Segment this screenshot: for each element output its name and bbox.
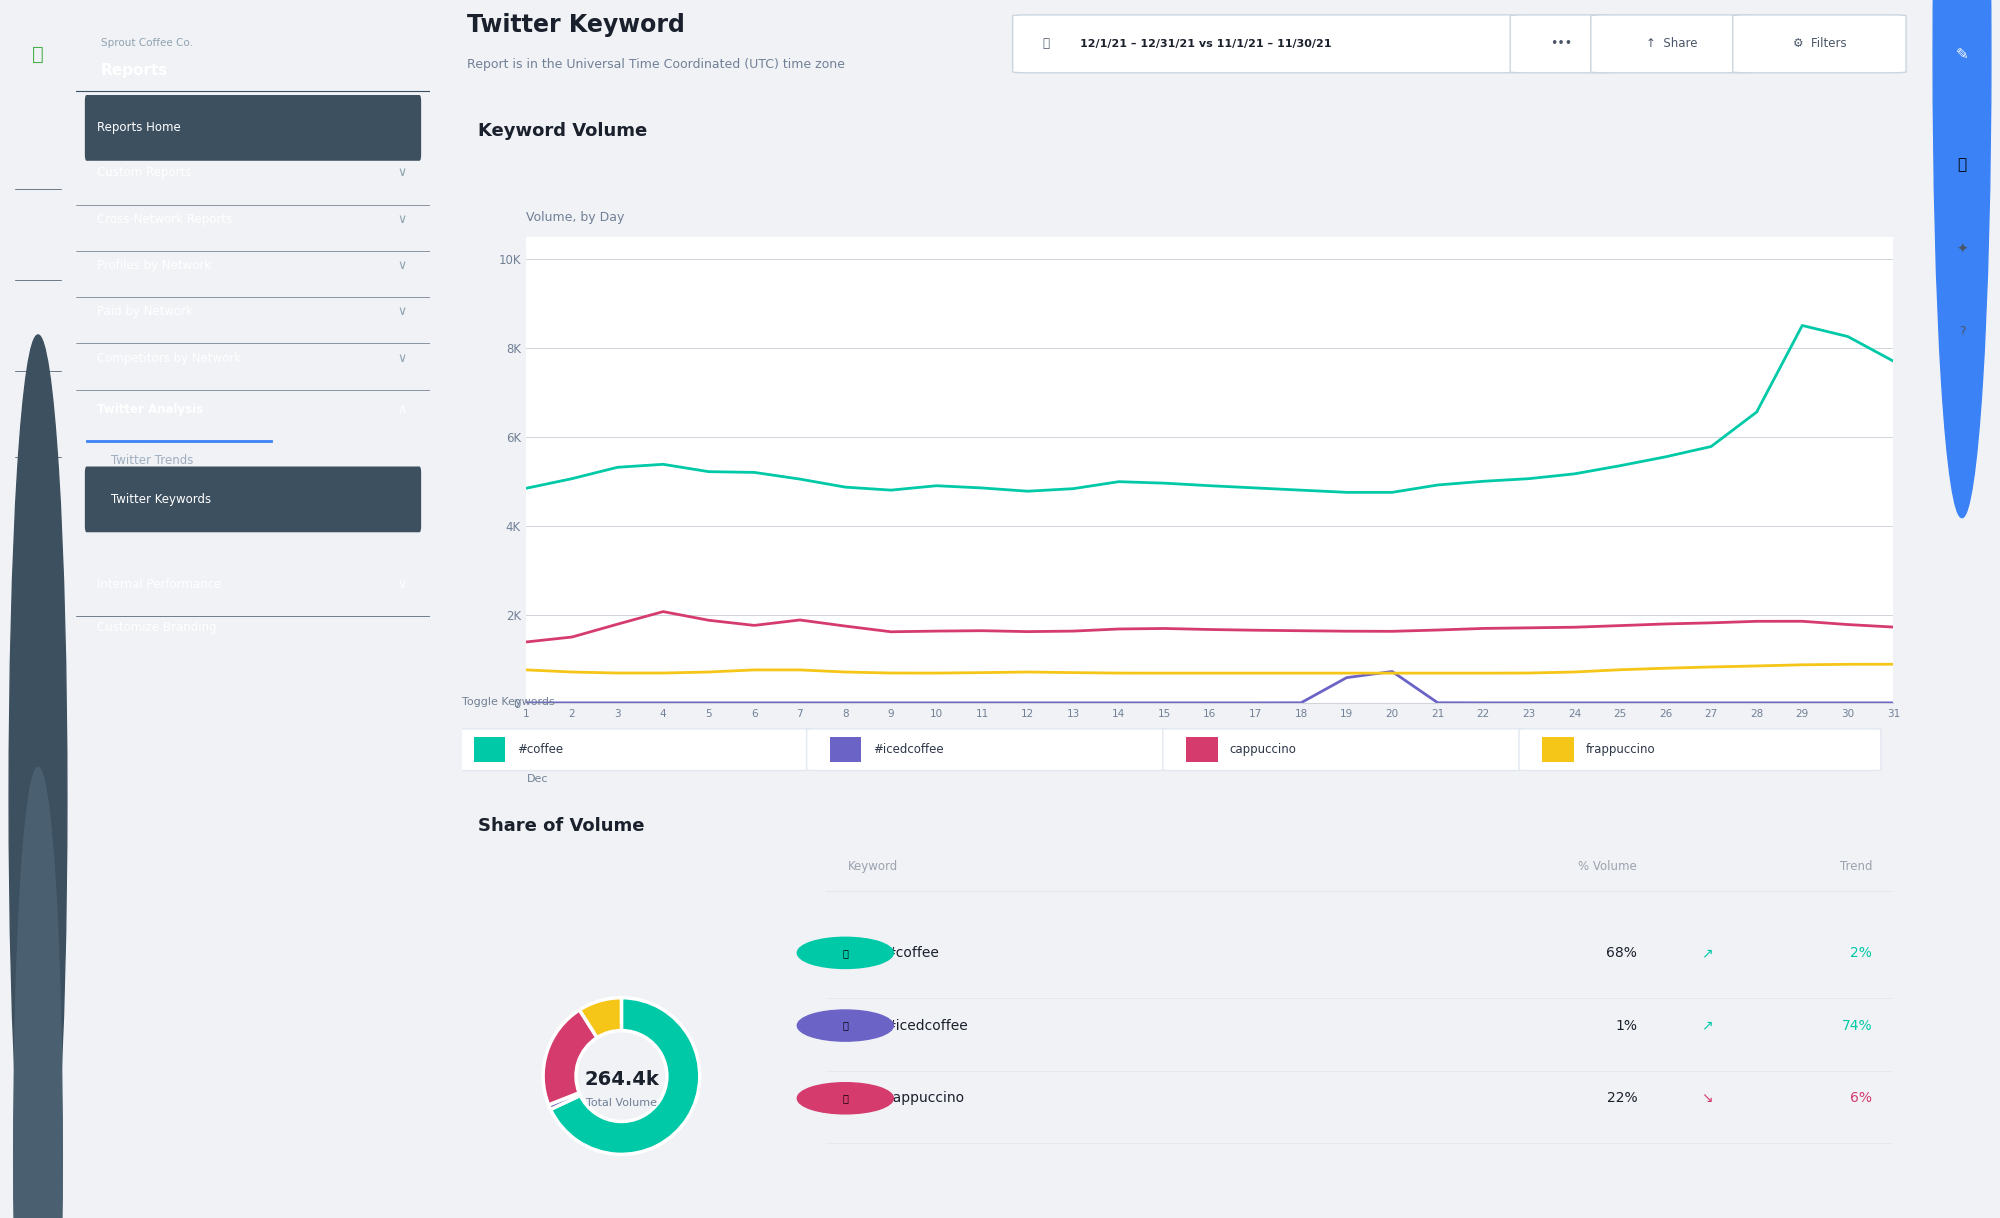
Text: 68%: 68% bbox=[1606, 946, 1638, 960]
Wedge shape bbox=[550, 998, 700, 1155]
Text: ✎: ✎ bbox=[1956, 48, 1968, 62]
Text: ↗: ↗ bbox=[1702, 1018, 1712, 1033]
FancyBboxPatch shape bbox=[1732, 15, 1906, 73]
Text: 🔑: 🔑 bbox=[842, 1021, 848, 1030]
Text: 12/1/21 – 12/31/21 vs 11/1/21 – 11/30/21: 12/1/21 – 12/31/21 vs 11/1/21 – 11/30/21 bbox=[1080, 39, 1332, 49]
Text: 264.4k: 264.4k bbox=[584, 1071, 658, 1089]
Text: Dec: Dec bbox=[526, 775, 548, 784]
Text: Competitors by Network: Competitors by Network bbox=[98, 352, 242, 364]
FancyBboxPatch shape bbox=[84, 95, 422, 161]
Wedge shape bbox=[544, 1010, 598, 1105]
FancyBboxPatch shape bbox=[1590, 15, 1752, 73]
Text: Paid by Network: Paid by Network bbox=[98, 306, 194, 318]
Text: ∧: ∧ bbox=[398, 403, 406, 415]
Text: Reports Home: Reports Home bbox=[98, 122, 180, 134]
Wedge shape bbox=[548, 1093, 580, 1110]
FancyBboxPatch shape bbox=[450, 728, 812, 771]
Text: frappuccino: frappuccino bbox=[1586, 743, 1654, 756]
Text: Customize Branding: Customize Branding bbox=[98, 621, 216, 633]
Text: #icedcoffee: #icedcoffee bbox=[872, 743, 944, 756]
Text: Twitter Keyword: Twitter Keyword bbox=[468, 12, 686, 37]
FancyBboxPatch shape bbox=[1510, 15, 1612, 73]
Text: ∨: ∨ bbox=[398, 167, 406, 179]
Bar bbox=[474, 737, 506, 762]
Text: ∨: ∨ bbox=[398, 579, 406, 591]
Circle shape bbox=[1934, 0, 1990, 518]
Bar bbox=[1542, 737, 1574, 762]
Text: 📅: 📅 bbox=[1042, 38, 1054, 50]
Text: % Volume: % Volume bbox=[1578, 860, 1638, 873]
Text: 22%: 22% bbox=[1606, 1091, 1638, 1105]
Text: ↗: ↗ bbox=[1702, 946, 1712, 960]
FancyBboxPatch shape bbox=[1012, 15, 1520, 73]
Text: Twitter Trends: Twitter Trends bbox=[112, 454, 194, 466]
Text: Profiles by Network: Profiles by Network bbox=[98, 259, 212, 272]
Text: 🔑: 🔑 bbox=[842, 948, 848, 957]
Text: Sprout Coffee Co.: Sprout Coffee Co. bbox=[100, 38, 192, 48]
Circle shape bbox=[10, 335, 66, 1218]
Text: ↑  Share: ↑ Share bbox=[1646, 38, 1698, 50]
Bar bbox=[1186, 737, 1218, 762]
Circle shape bbox=[798, 1010, 894, 1041]
Text: ?: ? bbox=[1958, 325, 1966, 337]
Text: Keyword Volume: Keyword Volume bbox=[478, 122, 648, 140]
Text: Report is in the Universal Time Coordinated (UTC) time zone: Report is in the Universal Time Coordina… bbox=[468, 58, 846, 72]
FancyBboxPatch shape bbox=[84, 466, 422, 532]
Text: ∨: ∨ bbox=[398, 306, 406, 318]
Text: ∨: ∨ bbox=[398, 213, 406, 225]
Text: Total Volume: Total Volume bbox=[586, 1099, 656, 1108]
Text: #coffee: #coffee bbox=[516, 743, 562, 756]
Text: 1%: 1% bbox=[1616, 1018, 1638, 1033]
Text: Share of Volume: Share of Volume bbox=[478, 817, 644, 834]
Text: 6%: 6% bbox=[1850, 1091, 1872, 1105]
Circle shape bbox=[14, 767, 62, 1218]
Text: Custom Reports: Custom Reports bbox=[98, 167, 192, 179]
Text: Internal Performance: Internal Performance bbox=[98, 579, 222, 591]
Text: cappuccino: cappuccino bbox=[1230, 743, 1296, 756]
Text: •••: ••• bbox=[1550, 38, 1572, 50]
Bar bbox=[830, 737, 862, 762]
Text: 🌿: 🌿 bbox=[32, 45, 44, 65]
Text: ∨: ∨ bbox=[398, 352, 406, 364]
Text: ∨: ∨ bbox=[398, 259, 406, 272]
FancyBboxPatch shape bbox=[806, 728, 1168, 771]
Text: Trend: Trend bbox=[1840, 860, 1872, 873]
Wedge shape bbox=[580, 998, 622, 1038]
Text: Twitter Keywords: Twitter Keywords bbox=[112, 493, 212, 505]
Text: 74%: 74% bbox=[1842, 1018, 1872, 1033]
Text: Cross-Network Reports: Cross-Network Reports bbox=[98, 213, 232, 225]
Text: 🔔: 🔔 bbox=[1958, 157, 1966, 172]
FancyBboxPatch shape bbox=[1162, 728, 1524, 771]
Text: Keyword: Keyword bbox=[848, 860, 898, 873]
Text: ⚙  Filters: ⚙ Filters bbox=[1792, 38, 1846, 50]
Text: #icedcoffee: #icedcoffee bbox=[884, 1018, 968, 1033]
Text: 2%: 2% bbox=[1850, 946, 1872, 960]
Text: ↘: ↘ bbox=[1702, 1091, 1712, 1105]
Text: ✦: ✦ bbox=[1956, 242, 1968, 257]
Circle shape bbox=[798, 938, 894, 968]
FancyBboxPatch shape bbox=[1518, 728, 1880, 771]
Text: Toggle Keywords: Toggle Keywords bbox=[462, 697, 554, 706]
Text: #coffee: #coffee bbox=[884, 946, 940, 960]
Text: 🔑: 🔑 bbox=[842, 1094, 848, 1104]
Text: Volume, by Day: Volume, by Day bbox=[526, 211, 624, 224]
Text: Reports: Reports bbox=[100, 63, 168, 78]
Circle shape bbox=[798, 1083, 894, 1113]
Text: cappuccino: cappuccino bbox=[884, 1091, 964, 1105]
Text: Twitter Analysis: Twitter Analysis bbox=[98, 403, 204, 415]
